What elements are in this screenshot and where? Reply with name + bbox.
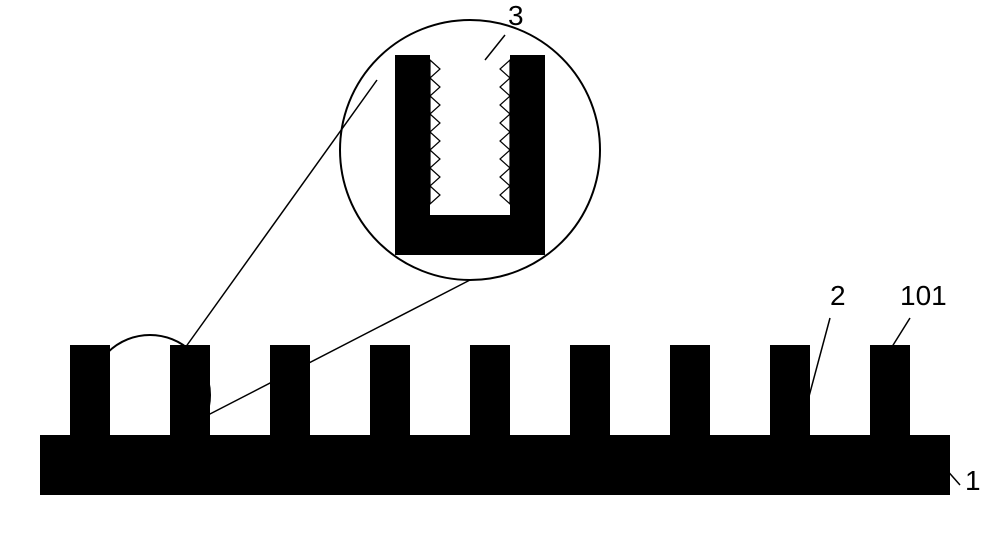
base-bar xyxy=(40,435,950,495)
leader-mag-bot xyxy=(208,280,470,415)
thread-tooth-right-3 xyxy=(500,114,510,132)
thread-tooth-right-1 xyxy=(500,78,510,96)
thread-tooth-right-6 xyxy=(500,168,510,186)
thread-tooth-left-1 xyxy=(430,78,440,96)
thread-tooth-left-0 xyxy=(430,60,440,78)
fin-2 xyxy=(170,345,210,440)
leader-mag-top xyxy=(185,80,377,348)
thread-tooth-left-4 xyxy=(430,132,440,150)
magnified-u-shape xyxy=(395,55,545,255)
fin-5 xyxy=(470,345,510,440)
leader-3 xyxy=(485,35,505,60)
fin-9 xyxy=(870,345,910,440)
label-1: 1 xyxy=(965,465,981,496)
thread-tooth-left-2 xyxy=(430,96,440,114)
thread-tooth-right-7 xyxy=(500,186,510,204)
thread-tooth-left-3 xyxy=(430,114,440,132)
fin-7 xyxy=(670,345,710,440)
fin-3 xyxy=(270,345,310,440)
fin-6 xyxy=(570,345,610,440)
technical-diagram: 3 2 101 1 xyxy=(0,0,1000,537)
label-2: 2 xyxy=(830,280,846,311)
label-3: 3 xyxy=(508,0,524,31)
fin-4 xyxy=(370,345,410,440)
thread-tooth-right-4 xyxy=(500,132,510,150)
thread-teeth-group xyxy=(430,60,510,204)
label-101: 101 xyxy=(900,280,947,311)
thread-tooth-right-0 xyxy=(500,60,510,78)
thread-tooth-right-2 xyxy=(500,96,510,114)
fin-8 xyxy=(770,345,810,440)
thread-tooth-right-5 xyxy=(500,150,510,168)
thread-tooth-left-7 xyxy=(430,186,440,204)
thread-tooth-left-6 xyxy=(430,168,440,186)
fins-group xyxy=(70,345,910,440)
thread-tooth-left-5 xyxy=(430,150,440,168)
